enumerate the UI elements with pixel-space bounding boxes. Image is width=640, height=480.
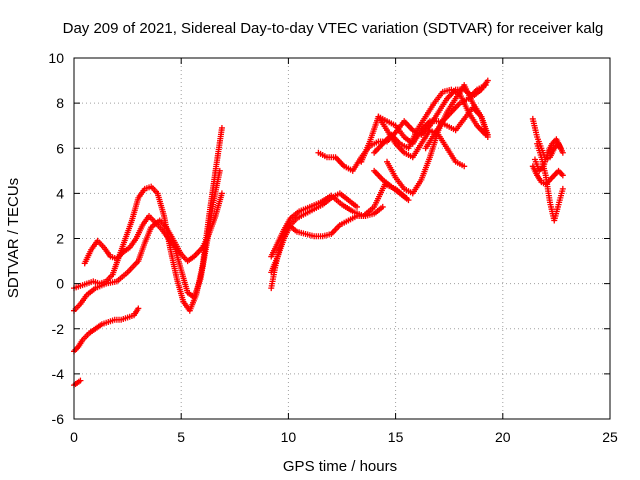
y-tick-label: 8 — [56, 95, 64, 111]
data-point — [379, 203, 386, 210]
series-arc-o — [371, 167, 412, 204]
x-tick-label: 15 — [388, 429, 404, 445]
data-point — [559, 149, 566, 156]
data-point — [484, 133, 491, 140]
series-arc-s — [531, 136, 564, 174]
series-arc-q — [529, 163, 566, 188]
x-tick-label: 20 — [495, 429, 511, 445]
x-tick-label: 25 — [602, 429, 618, 445]
data-point — [77, 377, 84, 384]
x-tick-label: 5 — [177, 429, 185, 445]
y-tick-label: 2 — [56, 231, 64, 247]
data-point — [354, 203, 361, 210]
series-arc-r — [534, 140, 566, 224]
series-arc-a — [71, 305, 142, 355]
series-arc-k — [371, 86, 489, 156]
y-tick-label: 10 — [48, 50, 64, 66]
data-marks — [71, 77, 566, 389]
y-tick-label: 6 — [56, 140, 64, 156]
x-tick-label: 10 — [281, 429, 297, 445]
series-arc-f — [268, 203, 386, 292]
data-point — [405, 197, 412, 204]
data-point — [482, 82, 489, 89]
series-arc-n — [375, 113, 468, 170]
series-arc-m — [422, 82, 489, 152]
axis-ticks: 0 5 10 15 20 25 -6 -4 -2 0 2 4 6 8 10 — [48, 50, 618, 445]
data-point — [218, 190, 225, 197]
y-tick-label: -2 — [52, 321, 65, 337]
data-point — [135, 305, 142, 312]
grid-lines — [74, 58, 610, 419]
data-point — [216, 167, 223, 174]
x-axis-label: GPS time / hours — [283, 458, 397, 475]
series-arc-e — [81, 167, 223, 301]
series-arc-h — [268, 190, 361, 276]
series-arc-b — [71, 377, 84, 389]
y-tick-label: 4 — [56, 185, 64, 201]
data-point — [557, 145, 564, 152]
chart-title: Day 209 of 2021, Sidereal Day-to-day VTE… — [63, 20, 604, 37]
data-point — [559, 172, 566, 179]
y-tick-label: 0 — [56, 276, 64, 292]
y-axis-label: SDTVAR / TECUs — [5, 178, 22, 298]
x-tick-label: 0 — [70, 429, 78, 445]
series-arc-i — [315, 77, 491, 174]
y-tick-label: -6 — [52, 411, 65, 427]
data-point — [559, 185, 566, 192]
data-point — [461, 163, 468, 170]
data-point — [484, 77, 491, 84]
y-tick-label: -4 — [52, 366, 65, 382]
data-point — [218, 124, 225, 131]
